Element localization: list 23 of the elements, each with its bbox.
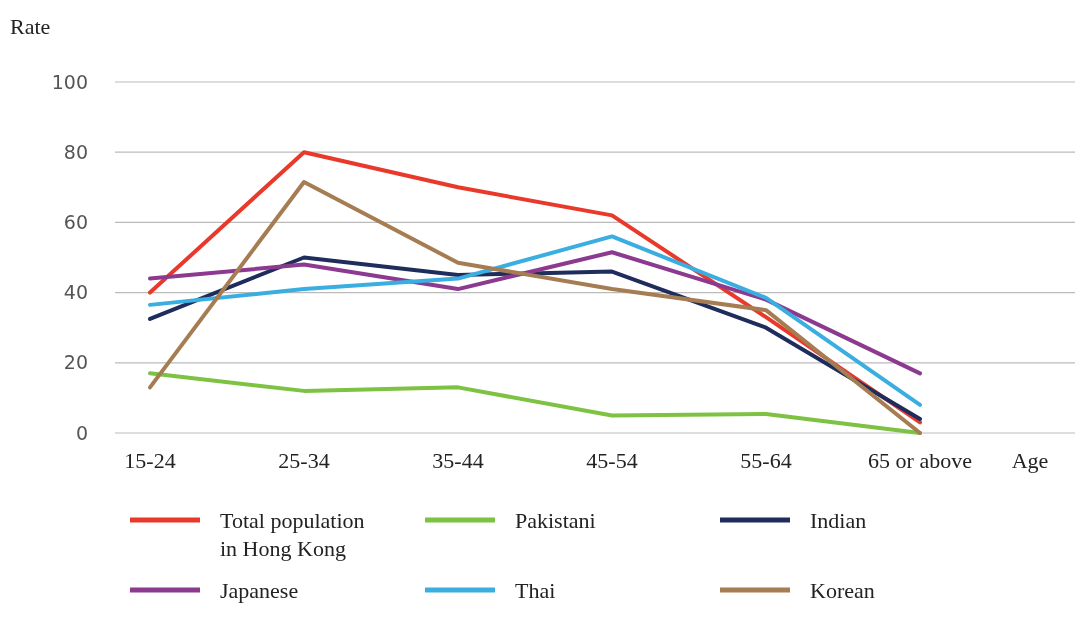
legend-label: Thai bbox=[515, 578, 556, 603]
y-tick-label: 100 bbox=[51, 70, 88, 93]
legend-label: Indian bbox=[810, 508, 867, 533]
x-tick-label: 65 or above bbox=[868, 448, 972, 473]
y-axis-title: Rate bbox=[10, 14, 51, 39]
line-series bbox=[148, 371, 922, 435]
y-tick-label: 40 bbox=[63, 281, 88, 304]
y-tick-label: 20 bbox=[63, 351, 88, 374]
x-tick-label: 55-64 bbox=[740, 448, 792, 473]
x-tick-label: 45-54 bbox=[586, 448, 638, 473]
legend-label: Japanese bbox=[220, 578, 299, 603]
legend-label: Total population in Hong Kong bbox=[220, 508, 365, 561]
legend-label: Pakistani bbox=[515, 508, 596, 533]
legend-label: Korean bbox=[810, 578, 875, 603]
y-tick-label: 0 bbox=[75, 421, 88, 444]
x-axis-title: Age bbox=[1011, 448, 1049, 473]
line-series bbox=[148, 234, 922, 407]
x-tick-label: 35-44 bbox=[432, 448, 484, 473]
y-tick-label: 80 bbox=[63, 140, 88, 163]
y-tick-label: 60 bbox=[63, 211, 88, 234]
x-tick-label: 15-24 bbox=[124, 448, 176, 473]
line-series bbox=[148, 250, 922, 376]
x-tick-label: 25-34 bbox=[278, 448, 330, 473]
